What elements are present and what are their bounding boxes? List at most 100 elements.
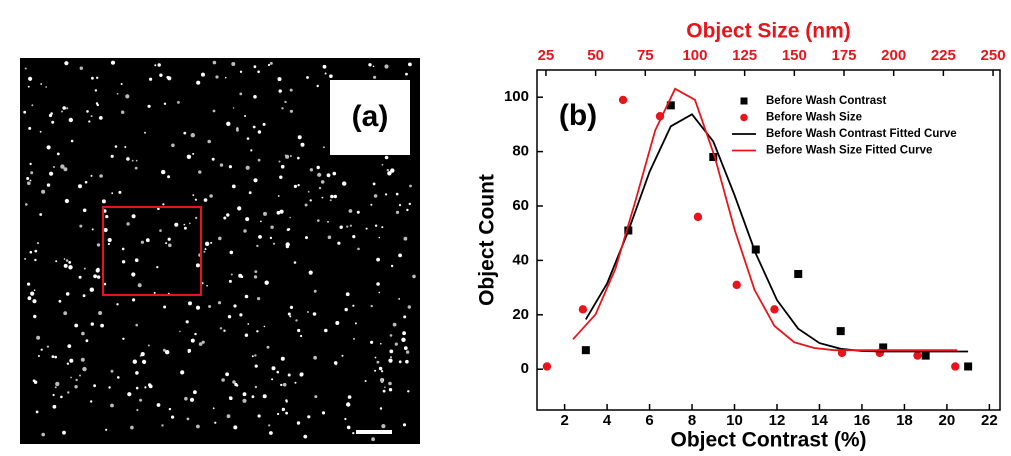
particle: [384, 386, 386, 389]
particle: [297, 328, 301, 333]
particle: [110, 154, 114, 158]
particle: [394, 342, 398, 346]
particle: [192, 152, 195, 155]
particle: [321, 196, 324, 199]
x2-tick-label: 125: [732, 47, 757, 64]
particle: [55, 381, 60, 387]
particle: [277, 195, 280, 197]
plot-frame: [536, 69, 1001, 411]
particle: [257, 297, 261, 301]
particle: [140, 352, 145, 357]
particle: [63, 263, 68, 268]
particle: [289, 315, 292, 318]
particle: [79, 374, 81, 377]
particle: [337, 241, 341, 245]
particle: [346, 425, 351, 430]
particle: [405, 350, 410, 354]
particle: [398, 298, 401, 300]
particle: [314, 395, 318, 399]
particle: [90, 174, 93, 177]
particle: [67, 344, 72, 348]
data-point: [732, 280, 741, 290]
particle: [85, 339, 89, 343]
particle: [90, 322, 95, 326]
particle: [373, 75, 377, 79]
particle: [269, 236, 273, 240]
particle: [308, 270, 313, 275]
particle: [60, 395, 63, 399]
particle: [324, 72, 327, 75]
particle: [49, 171, 54, 176]
particle: [79, 66, 84, 70]
particle: [327, 221, 329, 223]
particle: [406, 208, 409, 212]
particle: [257, 414, 261, 418]
particle: [285, 411, 288, 415]
particle: [372, 182, 376, 186]
particle: [208, 305, 212, 308]
data-point: [578, 305, 588, 314]
particle: [194, 198, 197, 201]
particle: [137, 283, 142, 288]
particle: [206, 284, 208, 287]
particle: [142, 359, 147, 364]
particle: [96, 267, 100, 271]
particle: [210, 241, 213, 244]
particle: [390, 264, 394, 268]
particle: [329, 199, 332, 202]
particle: [61, 110, 63, 113]
particle: [184, 396, 188, 401]
particle: [307, 415, 311, 419]
particle: [278, 89, 282, 93]
particle: [376, 257, 380, 262]
particle: [82, 294, 86, 298]
particle: [318, 186, 322, 190]
particle: [161, 424, 164, 427]
particle: [412, 274, 416, 279]
particle: [246, 137, 250, 140]
particle: [174, 222, 179, 227]
particle: [258, 235, 262, 239]
x-tick-label: 6: [645, 412, 653, 429]
particle: [235, 128, 239, 132]
particle: [110, 60, 116, 65]
particle: [58, 299, 62, 303]
particle: [46, 183, 51, 187]
particle: [263, 211, 267, 216]
particle: [82, 366, 87, 372]
particle: [45, 86, 48, 88]
particle: [163, 305, 167, 309]
particle: [154, 64, 157, 67]
y-tick-label: 40: [512, 251, 529, 268]
particle: [99, 174, 103, 178]
particle: [91, 228, 94, 231]
particle: [144, 386, 147, 389]
particle: [284, 100, 287, 104]
particle: [260, 220, 262, 223]
x-tick-label: 12: [769, 412, 786, 429]
particle: [204, 248, 207, 251]
particle: [90, 400, 93, 403]
particle: [23, 110, 27, 114]
particle: [219, 163, 224, 167]
particle: [293, 261, 297, 264]
particle: [268, 424, 271, 427]
particle: [253, 178, 258, 183]
particle: [407, 305, 411, 309]
particle: [179, 330, 181, 333]
particle: [74, 323, 79, 328]
particle: [126, 222, 130, 226]
particle: [75, 378, 78, 382]
particle: [307, 190, 310, 193]
particle: [132, 298, 136, 302]
particle: [230, 273, 233, 276]
particle: [409, 184, 412, 188]
data-point: [951, 362, 960, 371]
particle: [321, 411, 326, 415]
particle: [327, 235, 332, 240]
particle: [285, 400, 288, 403]
particle: [299, 372, 304, 377]
particle: [378, 236, 381, 239]
particle: [256, 330, 259, 333]
particle: [297, 156, 300, 160]
